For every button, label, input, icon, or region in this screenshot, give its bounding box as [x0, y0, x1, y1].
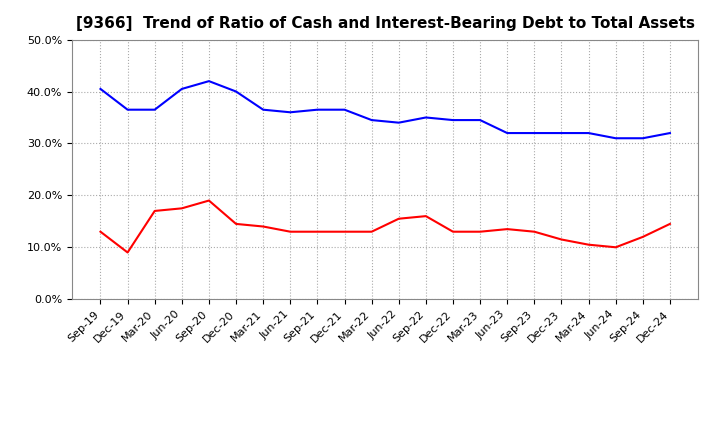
Cash [530, 229, 539, 235]
Interest-Bearing Debt [123, 107, 132, 112]
Cash [259, 224, 268, 229]
Cash [395, 216, 403, 221]
Cash [421, 213, 430, 219]
Line: Interest-Bearing Debt: Interest-Bearing Debt [101, 81, 670, 138]
Interest-Bearing Debt [178, 86, 186, 92]
Interest-Bearing Debt [530, 130, 539, 136]
Cash [178, 205, 186, 211]
Interest-Bearing Debt [395, 120, 403, 125]
Interest-Bearing Debt [204, 78, 213, 84]
Line: Cash: Cash [101, 201, 670, 253]
Interest-Bearing Debt [449, 117, 457, 123]
Cash [611, 245, 620, 250]
Cash [341, 229, 349, 235]
Interest-Bearing Debt [150, 107, 159, 112]
Cash [313, 229, 322, 235]
Cash [503, 227, 511, 232]
Interest-Bearing Debt [341, 107, 349, 112]
Title: [9366]  Trend of Ratio of Cash and Interest-Bearing Debt to Total Assets: [9366] Trend of Ratio of Cash and Intere… [76, 16, 695, 32]
Cash [557, 237, 566, 242]
Interest-Bearing Debt [96, 86, 105, 92]
Interest-Bearing Debt [232, 89, 240, 94]
Interest-Bearing Debt [584, 130, 593, 136]
Cash [449, 229, 457, 235]
Interest-Bearing Debt [313, 107, 322, 112]
Interest-Bearing Debt [503, 130, 511, 136]
Interest-Bearing Debt [557, 130, 566, 136]
Cash [367, 229, 376, 235]
Interest-Bearing Debt [286, 110, 294, 115]
Interest-Bearing Debt [367, 117, 376, 123]
Interest-Bearing Debt [639, 136, 647, 141]
Interest-Bearing Debt [259, 107, 268, 112]
Cash [584, 242, 593, 247]
Cash [204, 198, 213, 203]
Cash [665, 221, 674, 227]
Cash [232, 221, 240, 227]
Cash [476, 229, 485, 235]
Interest-Bearing Debt [611, 136, 620, 141]
Cash [150, 208, 159, 213]
Cash [96, 229, 105, 235]
Cash [286, 229, 294, 235]
Cash [639, 234, 647, 239]
Interest-Bearing Debt [665, 130, 674, 136]
Interest-Bearing Debt [421, 115, 430, 120]
Interest-Bearing Debt [476, 117, 485, 123]
Cash [123, 250, 132, 255]
